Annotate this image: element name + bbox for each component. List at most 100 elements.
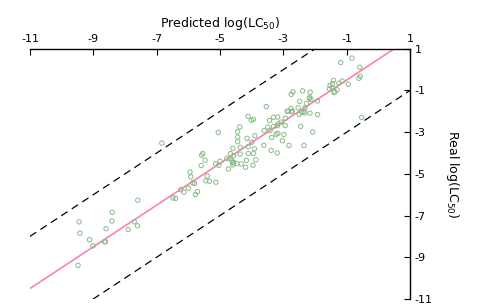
- Point: [242, 158, 250, 163]
- Point: [75, 219, 83, 224]
- Point: [229, 160, 237, 165]
- Point: [248, 140, 256, 145]
- Point: [296, 99, 304, 104]
- Point: [336, 60, 344, 65]
- Point: [74, 263, 82, 268]
- Point: [252, 157, 260, 162]
- Point: [242, 165, 250, 170]
- Point: [348, 56, 356, 61]
- Point: [338, 79, 346, 84]
- Point: [250, 146, 258, 151]
- Point: [274, 115, 281, 120]
- Point: [288, 109, 296, 113]
- Point: [180, 190, 188, 195]
- Point: [307, 97, 315, 102]
- Point: [198, 153, 205, 158]
- Point: [266, 128, 274, 133]
- Point: [228, 162, 236, 167]
- Point: [278, 120, 285, 124]
- Point: [294, 106, 302, 110]
- Point: [124, 227, 132, 232]
- X-axis label: Predicted log(LC$_{50}$): Predicted log(LC$_{50}$): [160, 15, 280, 32]
- Point: [260, 128, 268, 133]
- Point: [184, 186, 192, 191]
- Point: [192, 192, 200, 197]
- Point: [335, 81, 343, 86]
- Point: [188, 180, 196, 185]
- Point: [300, 143, 308, 148]
- Point: [216, 159, 224, 164]
- Point: [328, 81, 336, 86]
- Point: [298, 88, 306, 93]
- Point: [194, 189, 202, 194]
- Point: [169, 196, 177, 200]
- Point: [223, 156, 231, 161]
- Point: [302, 101, 310, 106]
- Point: [108, 210, 116, 215]
- Point: [230, 160, 238, 165]
- Point: [197, 163, 205, 168]
- Point: [243, 136, 251, 141]
- Point: [234, 135, 241, 139]
- Point: [230, 153, 237, 158]
- Point: [306, 95, 314, 100]
- Point: [134, 223, 141, 228]
- Point: [356, 65, 364, 70]
- Point: [283, 109, 291, 114]
- Point: [295, 112, 303, 117]
- Point: [326, 83, 334, 88]
- Point: [234, 139, 242, 144]
- Point: [226, 156, 234, 161]
- Point: [314, 112, 322, 117]
- Point: [236, 124, 244, 129]
- Point: [226, 151, 234, 156]
- Point: [284, 109, 292, 113]
- Point: [206, 179, 214, 184]
- Point: [355, 76, 363, 81]
- Point: [288, 109, 296, 114]
- Point: [186, 174, 194, 179]
- Point: [102, 239, 110, 244]
- Point: [102, 226, 110, 231]
- Point: [274, 123, 281, 128]
- Point: [215, 163, 223, 168]
- Point: [356, 74, 364, 79]
- Point: [212, 161, 220, 166]
- Point: [172, 196, 179, 201]
- Point: [270, 115, 278, 120]
- Point: [358, 115, 366, 120]
- Point: [186, 170, 194, 174]
- Point: [314, 99, 322, 103]
- Point: [330, 78, 338, 83]
- Point: [285, 143, 293, 148]
- Point: [287, 106, 295, 111]
- Point: [224, 167, 232, 171]
- Point: [344, 82, 352, 87]
- Point: [202, 178, 210, 183]
- Point: [76, 231, 84, 236]
- Point: [134, 198, 142, 203]
- Point: [296, 124, 304, 129]
- Point: [248, 118, 256, 123]
- Point: [289, 89, 297, 94]
- Point: [244, 114, 252, 119]
- Point: [130, 219, 138, 224]
- Point: [108, 219, 116, 224]
- Point: [280, 132, 288, 137]
- Point: [287, 92, 295, 97]
- Point: [250, 151, 258, 156]
- Point: [305, 96, 313, 101]
- Point: [212, 180, 220, 185]
- Point: [234, 129, 241, 134]
- Point: [300, 110, 308, 115]
- Point: [89, 243, 97, 248]
- Point: [262, 104, 270, 109]
- Point: [244, 144, 252, 149]
- Point: [251, 133, 259, 138]
- Point: [298, 110, 306, 115]
- Point: [270, 124, 278, 129]
- Point: [278, 138, 286, 143]
- Point: [281, 123, 289, 128]
- Point: [233, 161, 241, 166]
- Point: [236, 152, 244, 156]
